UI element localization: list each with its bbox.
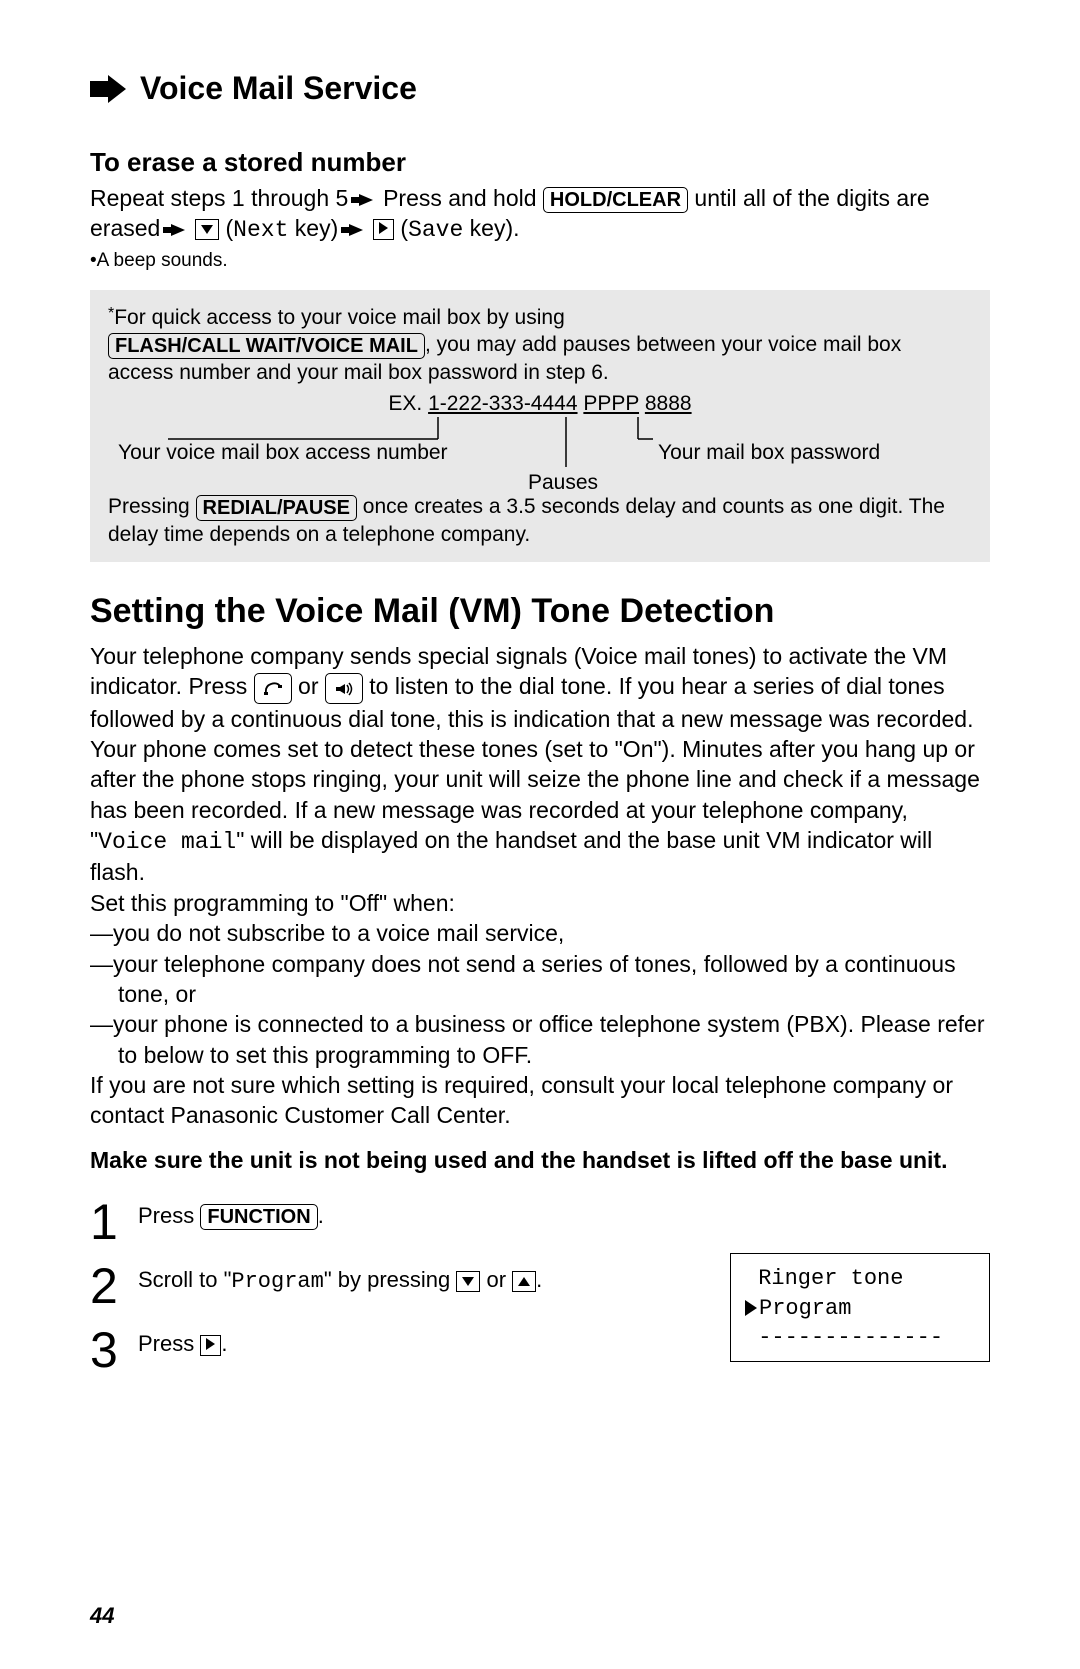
header-title: Voice Mail Service	[140, 70, 417, 107]
page-number: 44	[90, 1603, 114, 1629]
section-header: Voice Mail Service	[90, 70, 990, 107]
erase-text-2: Press and hold	[383, 185, 543, 211]
step-number: 1	[90, 1197, 138, 1247]
arrow-icon	[171, 224, 185, 236]
cursor-icon	[745, 1300, 757, 1316]
up-key-icon	[512, 1271, 536, 1292]
label-pauses: Pauses	[528, 471, 598, 493]
example-pauses: PPPP	[583, 392, 639, 415]
header-arrow-icon	[90, 75, 128, 103]
step-text: Press .	[138, 1325, 700, 1357]
flash-call-wait-key: FLASH/CALL WAIT/VOICE MAIL	[108, 333, 425, 359]
example-diagram: Your voice mail box access number Pauses…	[108, 417, 972, 493]
step-text: Scroll to "Program" by pressing or .	[138, 1261, 700, 1294]
arrow-icon	[349, 224, 363, 236]
label-password: Your mail box password	[658, 441, 880, 464]
vm-dash-1: —you do not subscribe to a voice mail se…	[90, 918, 990, 948]
vm-bold-note: Make sure the unit is not being used and…	[90, 1145, 990, 1175]
step-2: 2 Scroll to "Program" by pressing or .	[90, 1261, 700, 1311]
step-1: 1 Press FUNCTION.	[90, 1197, 700, 1247]
hold-clear-key: HOLD/CLEAR	[543, 187, 688, 213]
play-key-icon	[200, 1335, 221, 1356]
info-box: *For quick access to your voice mail box…	[90, 290, 990, 562]
down-key-icon	[456, 1271, 480, 1292]
save-key-label: Save	[408, 217, 463, 243]
play-key-icon	[373, 219, 394, 240]
erase-heading: To erase a stored number	[90, 147, 990, 178]
redial-pause-key: REDIAL/PAUSE	[196, 495, 357, 521]
step-number: 2	[90, 1261, 138, 1311]
vm-paragraph-1: Your telephone company sends special sig…	[90, 641, 990, 888]
label-access: Your voice mail box access number	[118, 441, 448, 464]
info-line-1b: FLASH/CALL WAIT/VOICE MAIL, you may add …	[108, 331, 972, 386]
function-key: FUNCTION	[200, 1204, 317, 1230]
vm-dash-2: —your telephone company does not send a …	[90, 949, 990, 1010]
display-line-3: --------------	[758, 1325, 943, 1350]
example-number: 1-222-333-4444	[428, 392, 577, 415]
step-number: 3	[90, 1325, 138, 1375]
beep-note: •A beep sounds.	[90, 250, 990, 272]
example-password: 8888	[645, 392, 692, 415]
next-key-label: Next	[233, 217, 288, 243]
step-3: 3 Press .	[90, 1325, 700, 1375]
arrow-icon	[359, 194, 373, 206]
down-key-icon	[195, 219, 219, 240]
info-line-1: *For quick access to your voice mail box…	[108, 304, 972, 331]
display-line-1: Ringer tone	[758, 1266, 903, 1291]
lcd-display: Ringer tone Program --------------	[730, 1253, 990, 1362]
example-line: EX. 1-222-333-4444 PPPP 8888	[108, 390, 972, 417]
display-line-2: Program	[759, 1296, 851, 1321]
talk-key-icon	[254, 673, 292, 704]
vm-dash-3: —your phone is connected to a business o…	[90, 1009, 990, 1070]
vm-heading: Setting the Voice Mail (VM) Tone Detecti…	[90, 592, 990, 631]
speaker-key-icon	[325, 673, 363, 704]
vm-paragraph-2: Set this programming to "Off" when:	[90, 888, 990, 918]
step-text: Press FUNCTION.	[138, 1197, 700, 1230]
info-line-2: Pressing REDIAL/PAUSE once creates a 3.5…	[108, 493, 972, 548]
erase-text-1: Repeat steps 1 through 5	[90, 185, 355, 211]
erase-body: Repeat steps 1 through 5 Press and hold …	[90, 184, 990, 246]
vm-paragraph-3: If you are not sure which setting is req…	[90, 1070, 990, 1131]
